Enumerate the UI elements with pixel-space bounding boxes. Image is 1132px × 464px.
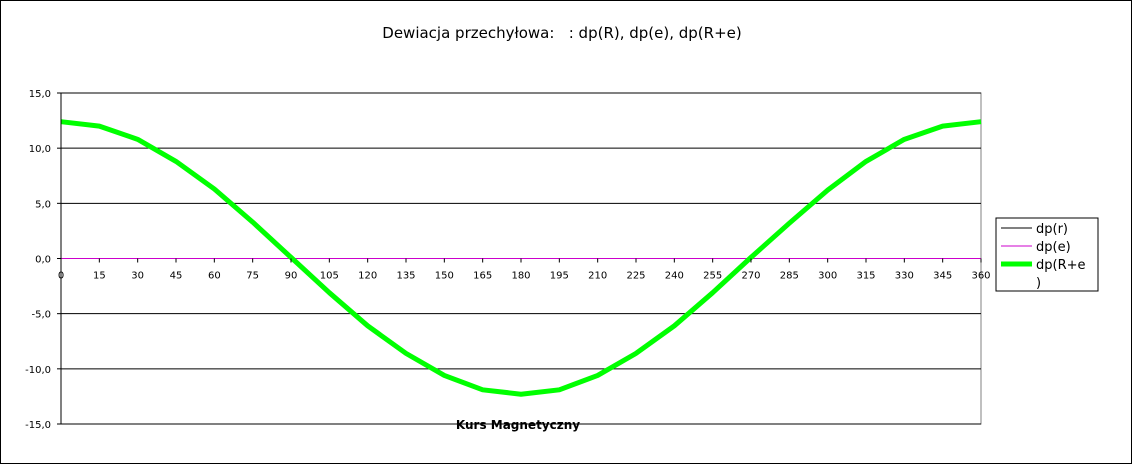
legend-label: dp(e) bbox=[1036, 240, 1071, 255]
x-tick-label: 180 bbox=[511, 271, 530, 282]
x-tick-label: 120 bbox=[358, 271, 377, 282]
x-tick-label: 330 bbox=[895, 271, 914, 282]
x-tick-label: 90 bbox=[285, 271, 298, 282]
x-tick-label: 75 bbox=[246, 271, 259, 282]
x-tick-label: 210 bbox=[588, 271, 607, 282]
x-tick-label: 195 bbox=[550, 271, 569, 282]
x-tick-label: 345 bbox=[933, 271, 952, 282]
series-layer bbox=[60, 119, 982, 397]
x-tick-label: 45 bbox=[170, 271, 183, 282]
y-tick-label: 5,0 bbox=[35, 199, 51, 210]
legend-box bbox=[995, 217, 1099, 292]
x-tick-label: 285 bbox=[780, 271, 799, 282]
y-tick-label: -5,0 bbox=[31, 310, 51, 321]
x-tick-label: 105 bbox=[320, 271, 339, 282]
x-tick-label: 255 bbox=[703, 271, 722, 282]
y-tick-label: 15,0 bbox=[29, 89, 51, 100]
y-tick-label: -10,0 bbox=[25, 365, 51, 376]
x-tick-label: 360 bbox=[971, 271, 990, 282]
x-tick-label: 300 bbox=[818, 271, 837, 282]
x-tick-label: 165 bbox=[473, 271, 492, 282]
legend-label: dp(R+e bbox=[1036, 258, 1086, 273]
legend-label: dp(r) bbox=[1036, 222, 1068, 237]
y-tick-label: 0,0 bbox=[35, 255, 51, 266]
x-tick-label: 225 bbox=[626, 271, 645, 282]
y-tick-label: 10,0 bbox=[29, 144, 51, 155]
x-tick-label: 150 bbox=[435, 271, 454, 282]
x-tick-label: 315 bbox=[856, 271, 875, 282]
series-line-3 bbox=[60, 119, 982, 397]
x-tick-label: 240 bbox=[665, 271, 684, 282]
x-tick-label: 30 bbox=[131, 271, 144, 282]
x-tick-label: 15 bbox=[93, 271, 106, 282]
x-axis-label: Kurs Magnetyczny bbox=[456, 418, 580, 432]
x-tick-label: 0 bbox=[58, 271, 64, 282]
chart-title: Dewiacja przechyłowa: : dp(R), dp(e), dp… bbox=[382, 24, 741, 42]
y-tick-label: -15,0 bbox=[25, 420, 51, 431]
legend-label: ) bbox=[1036, 276, 1041, 291]
x-tick-label: 135 bbox=[396, 271, 415, 282]
axis-layer: 15,0 10,0 5,0 0,0 -5,0 -10,0 -15,0 0 15 30 45 60 75 9… bbox=[25, 89, 990, 431]
legend: dp(r) dp(e) dp(R+e) bbox=[995, 217, 1099, 292]
x-tick-label: 60 bbox=[208, 271, 221, 282]
x-tick-label: 270 bbox=[741, 271, 760, 282]
